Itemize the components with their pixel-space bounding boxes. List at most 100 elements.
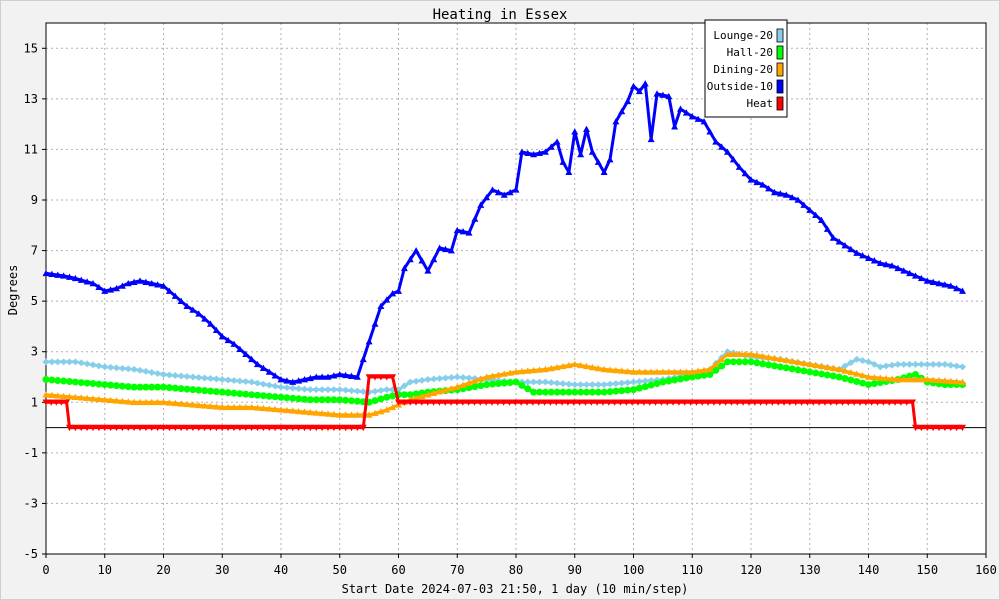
data-point [171,399,179,407]
data-point [430,255,438,263]
data-point [500,191,508,198]
data-point [559,380,567,388]
data-point [83,424,91,432]
data-point [324,410,332,417]
data-point [847,245,855,253]
data-point [113,397,120,404]
data-point [465,399,473,406]
x-tick-label: 90 [568,563,582,577]
data-point [694,367,702,374]
data-point [606,156,614,163]
data-point [821,399,829,406]
data-point [107,363,115,371]
y-tick-label: 7 [31,244,38,258]
data-point [77,359,85,367]
data-point [312,386,320,394]
data-point [289,424,297,432]
data-point [465,384,473,392]
data-point [653,90,661,97]
data-point [60,377,68,385]
data-point [818,370,825,378]
x-tick-label: 60 [391,563,405,577]
data-point [624,386,632,394]
data-point [54,392,62,399]
data-point [594,388,602,396]
data-point [442,386,449,393]
data-point [659,91,667,98]
data-point [565,168,573,175]
data-point [646,399,654,406]
data-point [774,399,782,406]
legend: Lounge-20 Hall-20 Dining-20 Outside-10 Heat [704,19,788,118]
data-point [271,424,279,432]
data-point [113,364,120,372]
x-tick-label: 40 [274,563,288,577]
data-point [477,382,485,390]
data-point [682,374,690,382]
data-point [829,372,837,380]
data-point [113,382,120,390]
data-point [312,373,320,380]
data-point [254,424,261,432]
data-point [436,244,444,251]
data-point [677,105,684,112]
data-point [277,376,285,383]
data-point [483,381,491,389]
data-point [165,371,173,379]
data-point [77,379,85,387]
series-dining-20 [42,350,966,418]
data-point [383,393,391,401]
data-point [441,399,449,406]
data-point [171,384,179,392]
data-point [788,357,796,365]
data-point [459,228,467,235]
data-point [506,379,514,387]
data-point [947,282,955,289]
data-point [941,360,949,368]
data-point [242,390,250,398]
data-point [865,373,872,380]
data-point [142,424,150,432]
data-point [218,333,226,340]
data-point [113,285,120,292]
data-point [130,365,138,373]
data-point [630,368,637,375]
data-point [862,399,870,406]
data-point [759,181,767,188]
data-point [48,358,56,366]
data-point [706,370,714,378]
data-point [77,276,85,283]
data-point [494,380,502,388]
data-point [953,362,961,370]
data-point [71,378,79,386]
legend-label: Lounge-20 [713,29,773,42]
data-point [107,286,115,293]
data-point [577,150,585,158]
data-point [885,399,893,406]
data-point [60,358,68,366]
data-point [265,405,273,412]
data-point [148,424,156,432]
data-point [687,399,695,406]
data-point [42,269,50,277]
data-point [553,138,561,145]
data-point [207,387,214,395]
legend-box [704,19,788,118]
data-point [729,358,737,366]
data-point [876,363,884,371]
data-point [903,399,911,406]
data-point [48,376,56,384]
data-point [489,186,496,193]
data-point [594,158,602,165]
data-point [616,399,624,406]
data-point [894,264,902,272]
data-point [130,383,138,391]
data-point [148,383,156,391]
data-point [277,393,285,401]
data-point [295,395,303,403]
axes: 0 10 20 30 40 50 60 70 80 90 100 110 120 130 140 150 160… [24,22,997,577]
data-point [724,358,731,366]
data-point [400,391,408,399]
data-point [295,377,303,384]
